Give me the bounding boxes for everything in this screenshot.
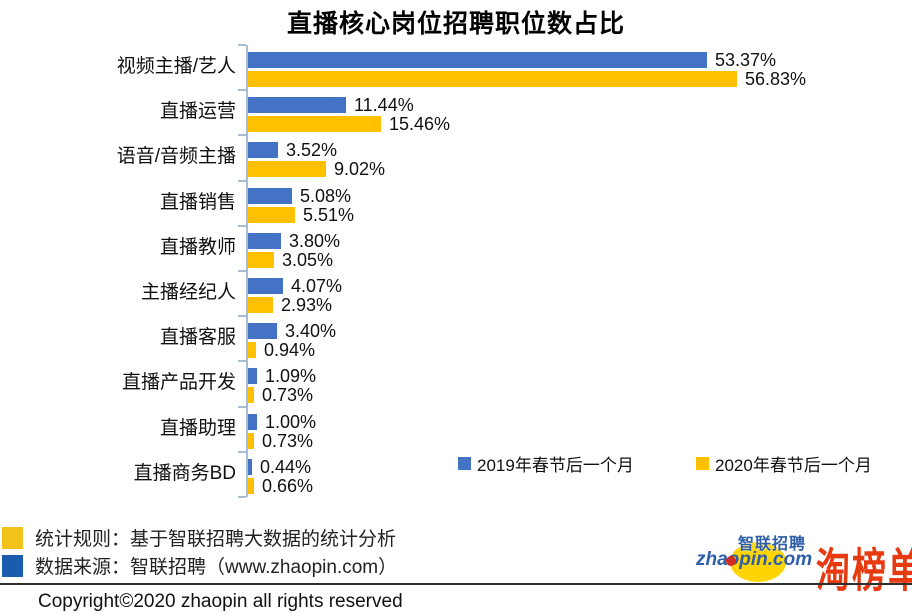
category-label: 直播销售 [159, 191, 236, 213]
footnote-data-source-text: 数据来源：智联招聘（www.zhaopin.com） [35, 557, 398, 578]
bar-value-label: 3.40% [285, 321, 337, 342]
category-label: 主播经纪人 [140, 282, 236, 303]
bar-2019 [248, 458, 252, 475]
category-label: 直播商务BD [133, 462, 236, 484]
bar-2019 [248, 413, 257, 430]
bar-value-label: 1.00% [265, 411, 317, 432]
bar-value-label: 0.44% [260, 456, 312, 477]
footnote-marker-yellow [2, 526, 23, 549]
bar-value-label: 11.44% [354, 95, 414, 116]
bar-2020 [248, 161, 326, 178]
taobangdan-logo: 淘榜单 [816, 546, 912, 598]
bar-2019 [248, 368, 257, 385]
category-label: 直播产品开发 [121, 372, 236, 394]
footnote-marker-blue [2, 554, 23, 577]
axis-tick [238, 44, 246, 46]
bar-2020 [248, 116, 381, 133]
category-label: 视频主播/艺人 [116, 56, 236, 77]
legend-label-2020: 2020年春节后一个月 [715, 456, 872, 475]
bar-2020 [248, 71, 737, 87]
bar-value-label: 3.05% [282, 249, 334, 270]
bar-value-label: 0.73% [262, 385, 314, 406]
category-label: 语音/音频主播 [116, 146, 236, 168]
axis-tick [238, 270, 246, 272]
bar-2020 [248, 297, 273, 313]
footnote-data-source: 数据来源：智联招聘（www.zhaopin.com） [2, 552, 397, 579]
legend-label-2019: 2019年春节后一个月 [477, 456, 634, 475]
bar-2020 [248, 477, 254, 494]
footer-divider [0, 583, 912, 585]
bar-value-label: 3.80% [289, 230, 341, 251]
bar-2019 [248, 187, 292, 204]
bar-value-label: 3.52% [286, 140, 338, 161]
zhaopin-logo-sun-icon [730, 542, 786, 582]
footnote-stat-rule: 统计规则：基于智联招聘大数据的统计分析 [2, 524, 396, 551]
bar-2019 [248, 52, 707, 68]
y-axis-line [246, 45, 248, 497]
bar-value-label: 5.51% [303, 204, 355, 225]
bar-2020 [248, 251, 274, 268]
legend-item-2019: 2019年春节后一个月 [458, 451, 634, 476]
bar-value-label: 15.46% [389, 114, 451, 135]
bar-value-label: 53.37% [715, 50, 777, 70]
bar-2020 [248, 432, 254, 449]
bar-2019 [248, 97, 346, 114]
bar-value-label: 4.07% [291, 276, 343, 296]
zhaopin-logo: 智联招聘 zhaopin.com [694, 530, 814, 582]
axis-tick [238, 496, 246, 498]
legend-item-2020: 2020年春节后一个月 [696, 451, 872, 476]
axis-tick [238, 360, 246, 363]
axis-tick [238, 315, 246, 318]
bar-value-label: 9.02% [334, 159, 386, 180]
axis-tick [238, 134, 246, 137]
bar-2020 [248, 206, 295, 223]
zhaopin-logo-url: zhaopin.com [696, 549, 813, 570]
bar-2019 [248, 323, 277, 340]
category-label: 直播教师 [159, 236, 236, 258]
bar-2019 [248, 278, 283, 294]
bar-2019 [248, 142, 278, 159]
zhaopin-logo-dot-icon [726, 556, 736, 566]
category-label: 直播客服 [159, 327, 236, 349]
bar-value-label: 0.66% [262, 475, 314, 496]
chart-title: 直播核心岗位招聘职位数占比 [286, 10, 625, 38]
axis-tick [238, 179, 246, 182]
axis-tick [238, 450, 246, 453]
bar-value-label: 2.93% [281, 295, 333, 315]
bar-2020 [248, 387, 254, 404]
bar-value-label: 1.09% [265, 366, 317, 387]
footnote-stat-rule-text: 统计规则：基于智联招聘大数据的统计分析 [35, 529, 397, 550]
axis-tick [238, 89, 246, 92]
bar-2019 [248, 232, 281, 249]
axis-tick [238, 224, 246, 227]
category-label: 直播运营 [159, 101, 236, 123]
bar-value-label: 56.83% [745, 69, 807, 89]
legend-swatch-2020 [696, 457, 709, 470]
category-label: 直播助理 [159, 417, 236, 439]
bar-2020 [248, 342, 256, 359]
zhaopin-logo-chinese: 智联招聘 [738, 536, 807, 553]
axis-tick [238, 405, 246, 408]
copyright-text: Copyright©2020 zhaopin all rights reserv… [38, 591, 403, 612]
bar-value-label: 5.08% [300, 185, 352, 206]
chart-legend: 2019年春节后一个月 2020年春节后一个月 [0, 451, 912, 475]
bar-value-label: 0.94% [264, 340, 316, 361]
legend-swatch-2019 [458, 457, 471, 470]
bar-value-label: 0.73% [262, 430, 314, 451]
